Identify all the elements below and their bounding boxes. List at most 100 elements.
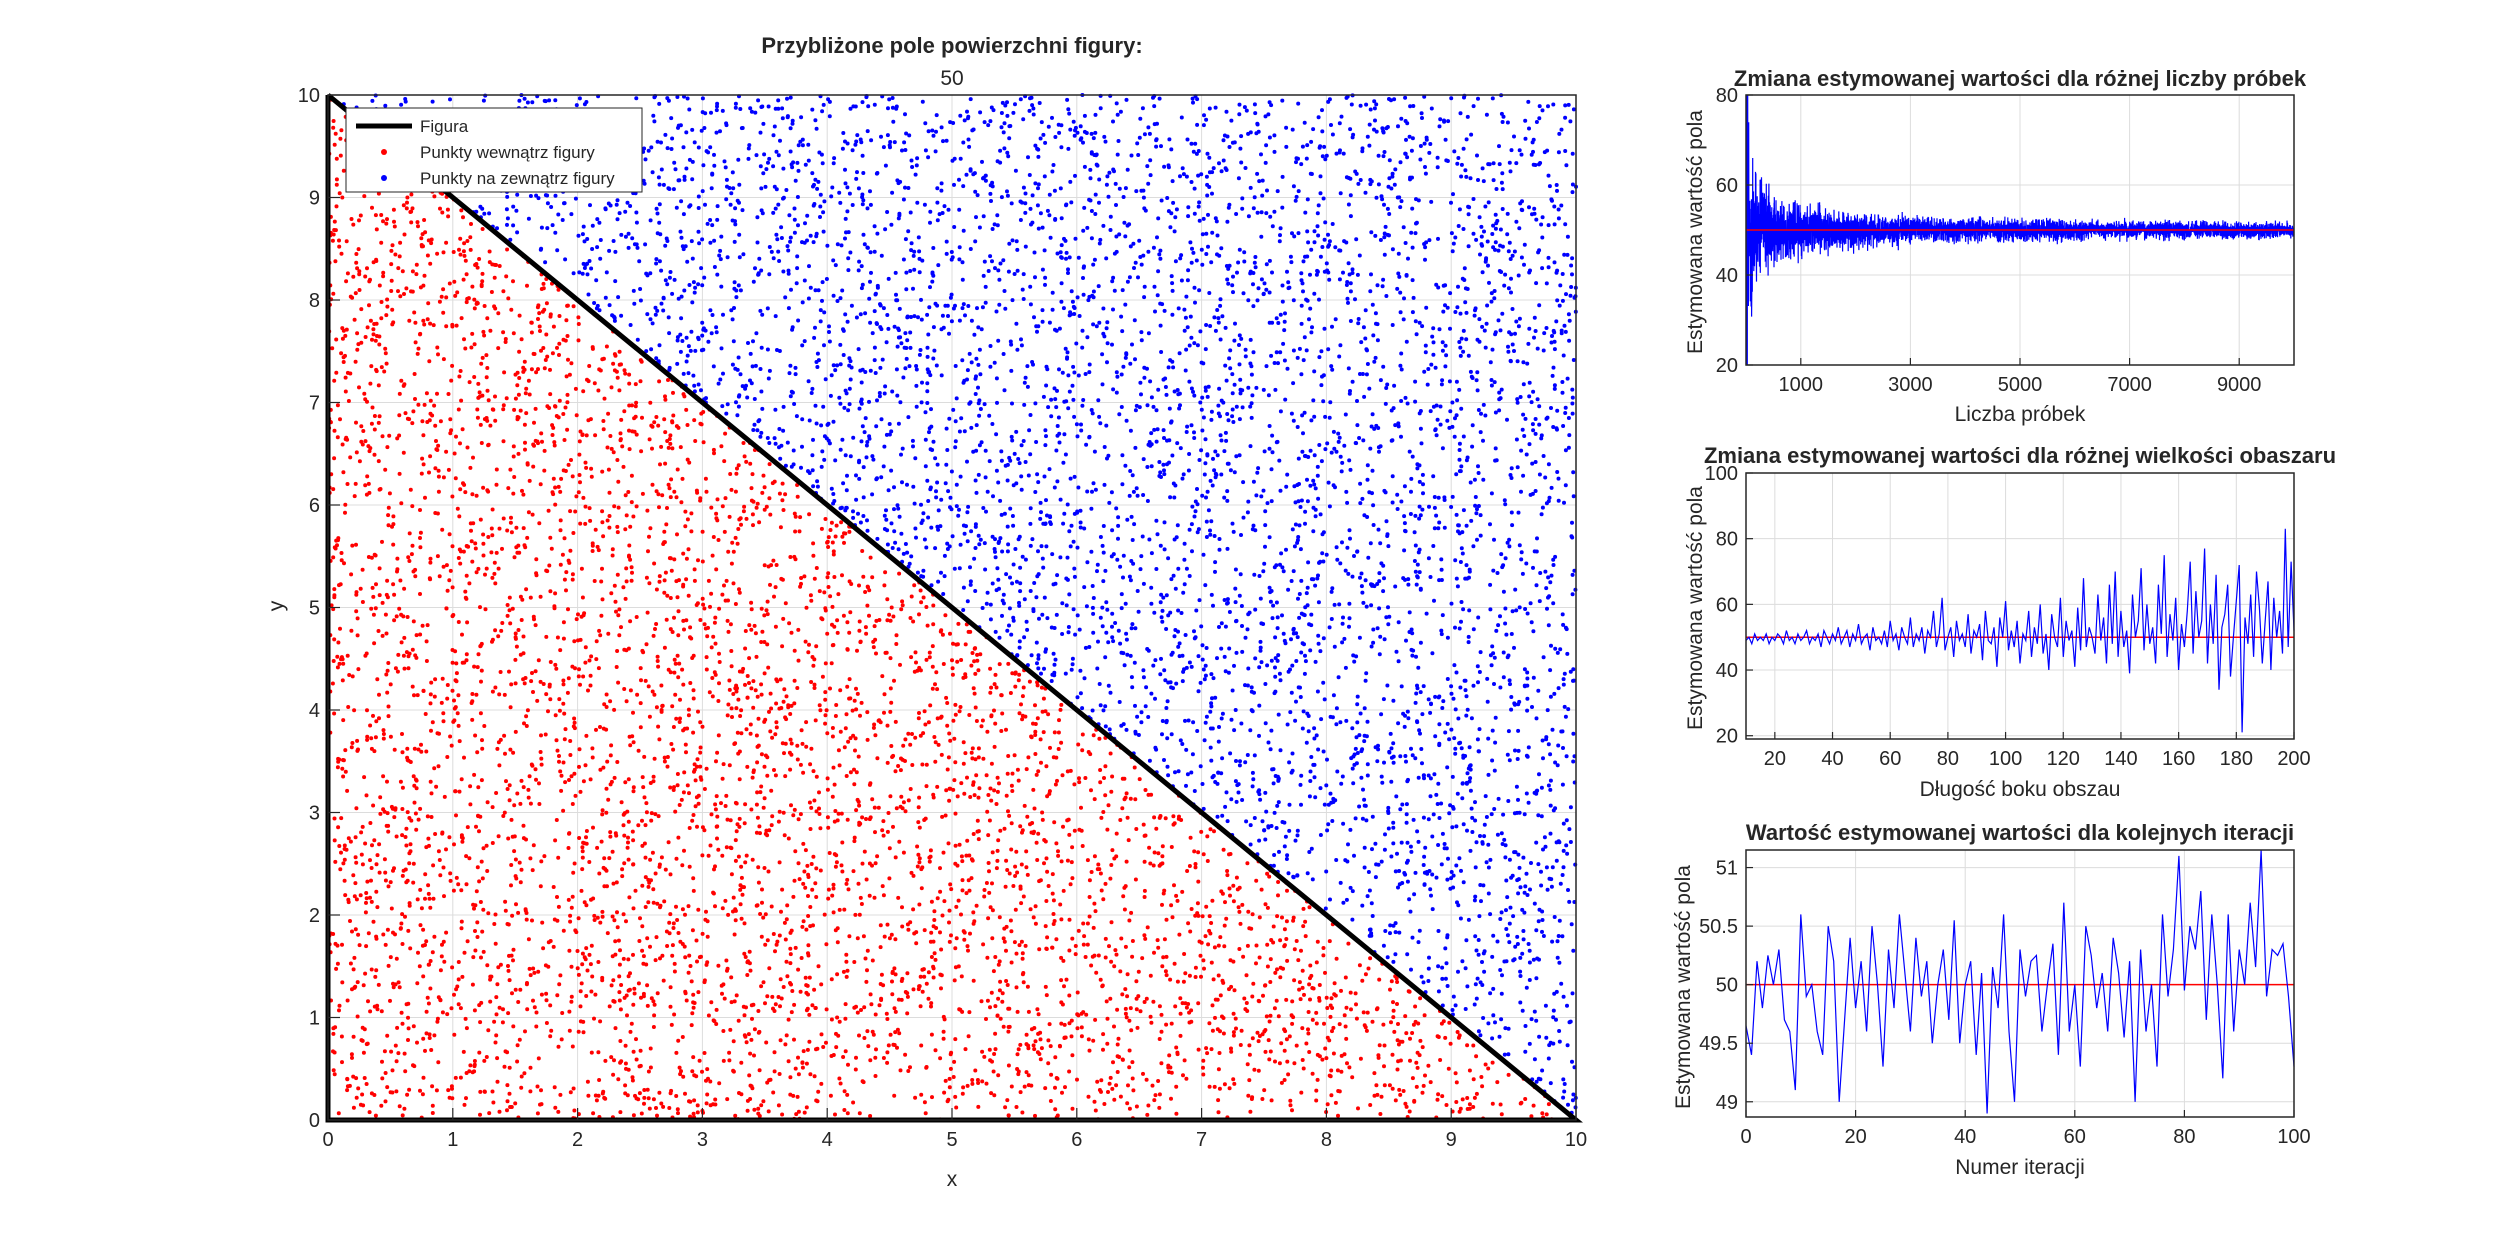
inside-point bbox=[826, 535, 831, 540]
inside-point bbox=[1365, 1010, 1370, 1015]
inside-point bbox=[515, 417, 520, 422]
inside-point bbox=[535, 698, 540, 703]
inside-point bbox=[1153, 1093, 1158, 1098]
inside-point bbox=[574, 413, 579, 418]
inside-point bbox=[657, 379, 662, 384]
inside-point bbox=[657, 574, 662, 579]
inside-point bbox=[857, 619, 862, 624]
inside-point bbox=[578, 682, 582, 687]
inside-point bbox=[856, 881, 861, 886]
inside-point bbox=[561, 636, 566, 641]
inside-point bbox=[365, 879, 370, 884]
inside-point bbox=[509, 883, 513, 888]
inside-point bbox=[663, 394, 667, 399]
inside-point bbox=[363, 335, 368, 339]
inside-point bbox=[1125, 972, 1130, 977]
inside-point bbox=[364, 492, 369, 497]
inside-point bbox=[928, 854, 933, 859]
inside-point bbox=[1250, 1036, 1255, 1041]
inside-point bbox=[862, 849, 867, 854]
inside-point bbox=[752, 623, 757, 628]
inside-point bbox=[446, 392, 451, 396]
inside-point bbox=[622, 861, 627, 866]
inside-point bbox=[825, 776, 830, 781]
inside-point bbox=[400, 833, 405, 838]
inside-point bbox=[561, 701, 566, 706]
inside-point bbox=[381, 774, 386, 779]
inside-point bbox=[1024, 1032, 1029, 1037]
inside-point bbox=[734, 829, 739, 834]
inside-point bbox=[406, 555, 411, 560]
inside-point bbox=[385, 297, 390, 302]
inside-point bbox=[1193, 975, 1198, 979]
inside-point bbox=[1339, 988, 1343, 993]
inside-point bbox=[985, 729, 990, 734]
inside-point bbox=[1364, 1028, 1369, 1033]
inside-point bbox=[570, 474, 575, 479]
inside-point bbox=[1221, 847, 1226, 852]
inside-point bbox=[405, 615, 410, 619]
inside-point bbox=[386, 704, 391, 709]
inside-point bbox=[579, 981, 584, 986]
inside-point bbox=[855, 1010, 860, 1015]
inside-point bbox=[651, 887, 656, 892]
inside-point bbox=[474, 692, 479, 697]
inside-point bbox=[1112, 1097, 1117, 1102]
inside-point bbox=[580, 855, 585, 860]
inside-point bbox=[337, 1008, 341, 1013]
inside-point bbox=[330, 346, 335, 351]
inside-point bbox=[1240, 902, 1245, 907]
inside-point bbox=[864, 979, 869, 984]
inside-point bbox=[455, 711, 460, 716]
inside-point bbox=[863, 625, 868, 630]
inside-point bbox=[788, 952, 793, 957]
inside-point bbox=[765, 773, 770, 778]
inside-point bbox=[598, 368, 603, 373]
inside-point bbox=[424, 659, 429, 663]
inside-point bbox=[1546, 1102, 1551, 1107]
inside-point bbox=[556, 904, 561, 909]
inside-point bbox=[580, 867, 585, 872]
inside-point bbox=[627, 554, 631, 559]
inside-point bbox=[1114, 1083, 1119, 1088]
inside-point bbox=[566, 846, 571, 850]
inside-point bbox=[711, 1102, 716, 1107]
inside-point bbox=[497, 264, 502, 268]
inside-point bbox=[513, 857, 518, 862]
inside-point bbox=[392, 747, 397, 752]
inside-point bbox=[521, 365, 526, 370]
inside-point bbox=[1174, 1045, 1179, 1050]
inside-point bbox=[419, 243, 424, 247]
inside-point bbox=[440, 676, 445, 681]
inside-point bbox=[1320, 1057, 1325, 1062]
inside-point bbox=[1265, 871, 1270, 876]
inside-point bbox=[669, 742, 674, 746]
inside-point bbox=[351, 222, 356, 227]
inside-point bbox=[592, 918, 597, 922]
inside-point bbox=[796, 967, 801, 972]
inside-point bbox=[453, 789, 458, 794]
inside-point bbox=[882, 583, 887, 588]
inside-point bbox=[609, 743, 614, 748]
inside-point bbox=[789, 703, 794, 708]
inside-point bbox=[557, 697, 562, 702]
inside-point bbox=[788, 961, 793, 966]
inside-point bbox=[804, 720, 809, 725]
inside-point bbox=[511, 1024, 516, 1029]
inside-point bbox=[1458, 1106, 1463, 1111]
inside-point bbox=[480, 271, 485, 276]
inside-point bbox=[377, 716, 381, 721]
inside-point bbox=[489, 290, 494, 294]
inside-point bbox=[1467, 1106, 1472, 1111]
inside-point bbox=[378, 487, 383, 491]
inside-point bbox=[1119, 936, 1124, 941]
inside-point bbox=[644, 642, 649, 647]
inside-point bbox=[953, 702, 958, 707]
inside-point bbox=[622, 833, 627, 838]
inside-point bbox=[464, 573, 469, 578]
inside-point bbox=[509, 1105, 514, 1109]
inside-point bbox=[576, 315, 581, 320]
inside-point bbox=[733, 1113, 738, 1118]
inside-point bbox=[1084, 1012, 1089, 1017]
inside-point bbox=[1015, 1067, 1020, 1071]
